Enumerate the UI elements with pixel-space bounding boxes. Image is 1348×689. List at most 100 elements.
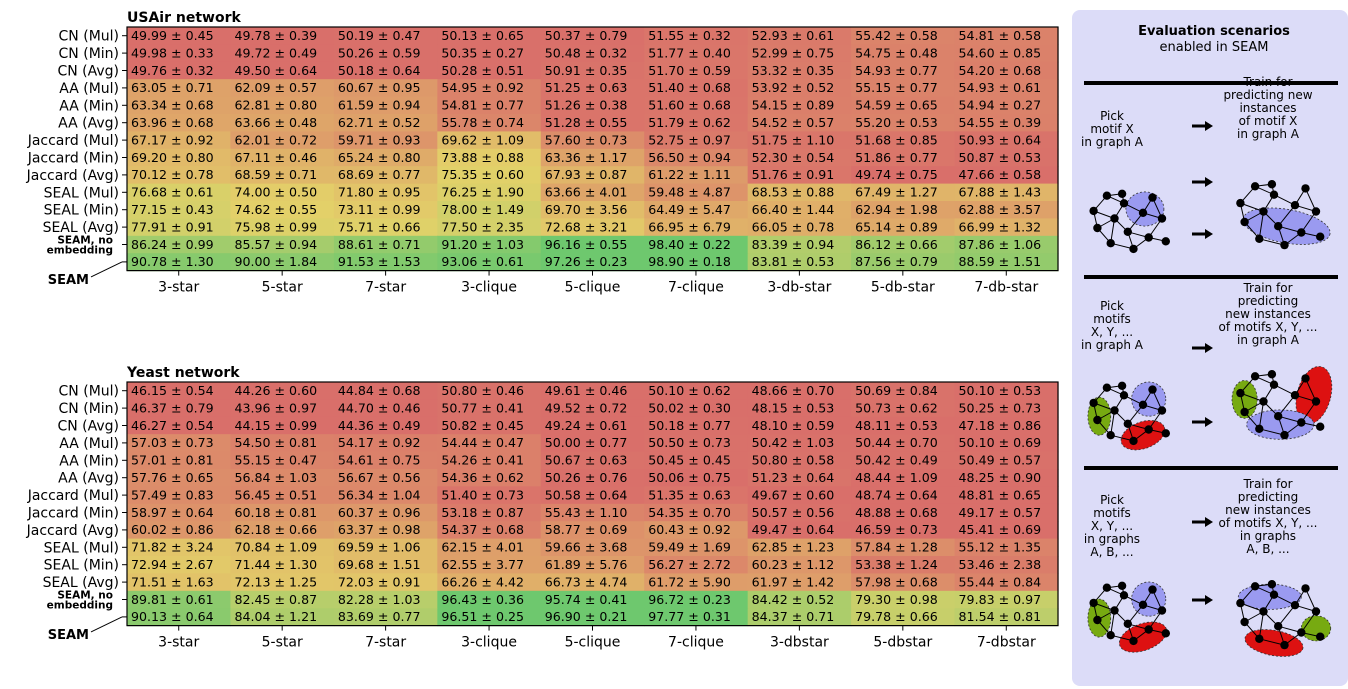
graph-node: [1259, 397, 1268, 406]
cell-label: 50.49 ± 0.57: [959, 453, 1042, 468]
heatmap-cell: [230, 201, 335, 219]
cell-label: 67.93 ± 0.87: [545, 167, 628, 182]
heatmap-cell: [954, 148, 1059, 167]
heatmap-cell: [954, 521, 1059, 540]
cell-label: 50.58 ± 0.64: [545, 487, 628, 502]
cell-label: 54.44 ± 0.47: [441, 435, 524, 450]
graph-node: [1280, 640, 1289, 650]
scenario-text: Train for: [1242, 477, 1292, 491]
heatmap-cell: [851, 201, 956, 219]
cell-label: 61.22 ± 1.11: [648, 167, 731, 182]
heatmap-cell: [127, 538, 232, 557]
cell-label: 82.45 ± 0.87: [234, 592, 317, 607]
cell-label: 49.61 ± 0.46: [545, 383, 628, 398]
arrow-head-icon: [1205, 121, 1213, 131]
graph-node: [1240, 617, 1249, 627]
graph-node: [1106, 239, 1115, 248]
row-label: embedding: [47, 600, 113, 612]
column-label: 7-dbstar: [977, 635, 1036, 651]
row-label: SEAM, no: [57, 590, 113, 602]
cell-label: 55.15 ± 0.47: [234, 453, 317, 468]
heatmap-cell: [230, 399, 335, 418]
row-label: SEAL (Mul): [44, 185, 119, 201]
graph-node: [1297, 418, 1306, 427]
cell-label: 84.04 ± 1.21: [234, 609, 317, 624]
heatmap-cell: [540, 503, 645, 522]
heatmap-cell: [851, 61, 956, 80]
cell-label: 84.42 ± 0.52: [752, 592, 835, 607]
heatmap-cell: [333, 148, 438, 167]
graph-node: [1102, 383, 1112, 392]
cell-label: 66.40 ± 1.44: [752, 202, 835, 217]
column-label: 3-star: [158, 635, 199, 651]
heatmap-cell: [127, 469, 232, 487]
cell-label: 64.49 ± 5.47: [648, 202, 731, 217]
cell-label: 69.20 ± 0.80: [131, 150, 214, 165]
cell-label: 62.55 ± 3.77: [441, 557, 524, 572]
cell-label: 54.35 ± 0.70: [648, 505, 731, 520]
heatmap-cell: [437, 434, 542, 453]
cell-label: 69.59 ± 1.06: [338, 540, 421, 555]
heatmap-cell: [127, 201, 232, 219]
cell-label: 50.45 ± 0.45: [648, 453, 731, 468]
cell-label: 54.61 ± 0.75: [338, 453, 421, 468]
graph-node: [1269, 380, 1279, 389]
cell-label: 50.91 ± 0.35: [545, 63, 628, 78]
cell-label: 50.00 ± 0.77: [545, 435, 628, 450]
heatmap-cell: [230, 79, 335, 98]
heatmap-cell: [127, 573, 232, 592]
heatmap-cell: [333, 590, 438, 609]
graph-node: [1138, 400, 1148, 409]
cell-label: 57.03 ± 0.73: [131, 435, 214, 450]
column-label: 5-star: [262, 280, 303, 296]
heatmap-cell: [747, 131, 852, 150]
heatmap-cell: [437, 131, 542, 150]
heatmap-cell: [127, 131, 232, 150]
row-label: Jaccard (Min): [27, 151, 119, 167]
cell-label: 50.25 ± 0.73: [959, 400, 1042, 415]
cell-label: 66.05 ± 0.78: [752, 219, 835, 234]
scenario-text: Train for: [1242, 75, 1292, 89]
heatmap-cell: [954, 131, 1059, 150]
row-label: embedding: [47, 245, 113, 257]
heatmap-cell: [437, 253, 542, 272]
row-label: CN (Avg): [57, 419, 119, 435]
scenario-text: Pick: [1100, 109, 1124, 123]
cell-label: 56.84 ± 1.03: [234, 470, 317, 485]
graph-node: [1157, 406, 1167, 415]
cell-label: 77.15 ± 0.43: [131, 202, 214, 217]
heatmap-cell: [333, 166, 438, 185]
graph-icon: [1236, 180, 1331, 250]
heatmap-cell: [333, 131, 438, 150]
cell-label: 49.98 ± 0.33: [131, 45, 214, 60]
heatmap-cell: [851, 114, 956, 132]
heatmap-cell: [954, 183, 1059, 202]
heatmap-cell: [230, 469, 335, 487]
row-label: CN (Min): [59, 46, 119, 62]
heatmap-cell: [851, 96, 956, 115]
graph-node: [1267, 580, 1277, 589]
graph-node: [1106, 631, 1115, 640]
cell-label: 63.37 ± 0.98: [338, 522, 421, 537]
cell-label: 60.02 ± 0.86: [131, 522, 214, 537]
cell-label: 54.81 ± 0.77: [441, 98, 524, 113]
cell-label: 49.24 ± 0.61: [545, 418, 628, 433]
heatmap-cell: [230, 590, 335, 609]
cell-label: 48.15 ± 0.53: [752, 400, 835, 415]
cell-label: 79.30 ± 0.98: [855, 592, 938, 607]
graph-node: [1110, 406, 1119, 415]
cell-label: 66.99 ± 1.32: [959, 219, 1042, 234]
cell-label: 54.36 ± 0.62: [441, 470, 524, 485]
graph-icon: [1231, 366, 1333, 440]
heatmap-cell: [127, 183, 232, 202]
heatmap-cell: [747, 416, 852, 435]
cell-label: 87.56 ± 0.79: [855, 254, 938, 269]
cell-label: 50.26 ± 0.59: [338, 45, 421, 60]
heatmap-cell: [333, 451, 438, 470]
graph-node: [1280, 240, 1289, 250]
graph-node: [1259, 607, 1268, 616]
heatmap-cell: [851, 608, 956, 627]
heatmap-cell: [851, 183, 956, 202]
cell-label: 49.17 ± 0.57: [959, 505, 1042, 520]
graph-node: [1157, 606, 1167, 615]
